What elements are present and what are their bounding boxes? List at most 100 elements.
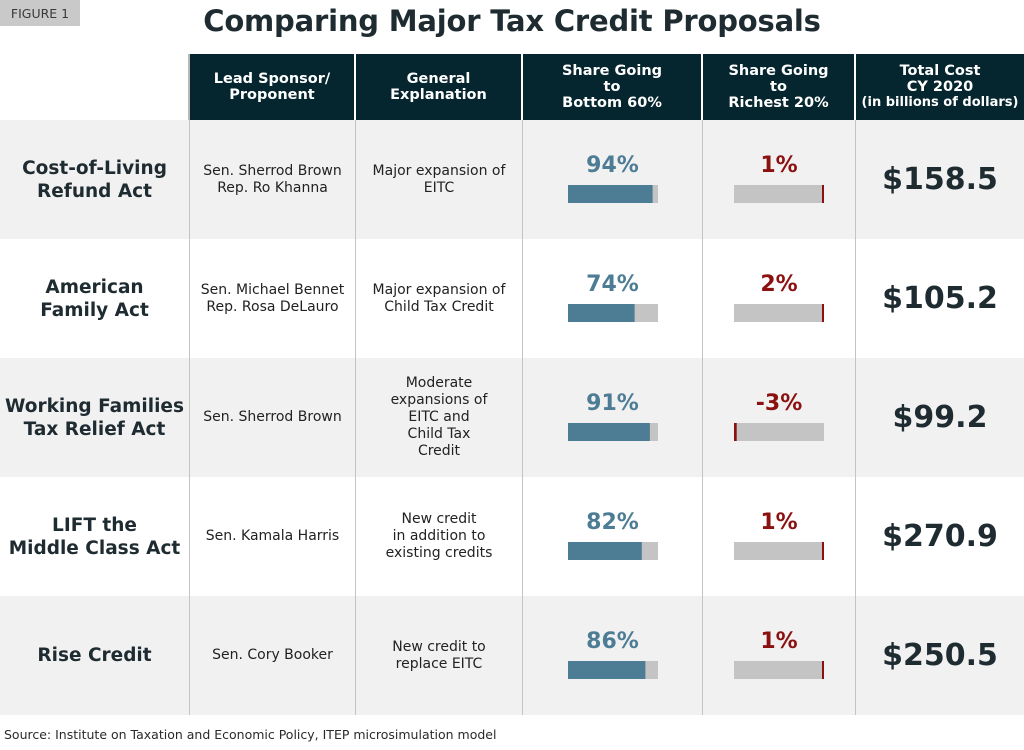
rich-bar (734, 661, 824, 679)
text-line: EITC and (408, 409, 470, 425)
bottom-60-value: 91% (586, 391, 639, 416)
bottom-60-cell: 74% (523, 239, 703, 358)
text-line: American (45, 276, 144, 298)
bottom-bar (567, 661, 658, 679)
bottom-bar-fill (567, 542, 642, 560)
text-line: Major expansion of (372, 162, 506, 179)
text-line: Moderate (405, 375, 473, 391)
header-richest-20: Share Going to Richest 20% (703, 54, 856, 120)
total-cost-cell: $158.5 (856, 120, 1024, 239)
explanation-cell: New credit in addition to existing credits (356, 477, 523, 596)
proposals-table: Lead Sponsor/ Proponent General Explanat… (0, 54, 1024, 715)
rich-bar (734, 542, 824, 560)
bottom-60-value: 74% (586, 272, 639, 297)
rich-bar-track (734, 661, 824, 679)
text-line: Working Families (5, 395, 184, 417)
sponsor-cell: Sen. Michael Bennet Rep. Rosa DeLauro (190, 239, 356, 358)
explanation-cell: New credit to replace EITC (356, 596, 523, 715)
text-line: existing credits (385, 545, 493, 561)
richest-20-cell: -3% (703, 358, 856, 477)
richest-20-cell: 1% (703, 596, 856, 715)
proposal-name: Rise Credit (33, 644, 155, 667)
bottom-bar (567, 542, 658, 560)
header-bottom-60: Share Going to Bottom 60% (523, 54, 703, 120)
sponsor-text: Sen. Cory Booker (204, 647, 341, 664)
bottom-60-cell: 91% (523, 358, 703, 477)
figure-label: FIGURE 1 (0, 0, 80, 26)
header-explanation: General Explanation (356, 54, 523, 120)
sponsor-text: Sen. Kamala Harris (198, 528, 347, 545)
bottom-bar-fill (567, 423, 650, 441)
text-line: in addition to (392, 528, 486, 544)
text-line: New credit (401, 511, 477, 527)
text-line: Refund Act (37, 180, 152, 202)
sponsor-cell: Sen. Sherrod Brown (190, 358, 356, 477)
sponsor-cell: Sen. Sherrod Brown Rep. Ro Khanna (190, 120, 356, 239)
total-cost-cell: $270.9 (856, 477, 1024, 596)
rich-bar-track (734, 542, 824, 560)
text-line: Cost-of-Living (22, 157, 167, 179)
richest-20-value: 2% (760, 272, 798, 297)
total-cost-cell: $99.2 (856, 358, 1024, 477)
text-line: Credit (417, 443, 461, 459)
total-cost-value: $270.9 (882, 519, 998, 554)
rich-bar (734, 423, 824, 441)
rich-bar-fill (734, 423, 737, 441)
bottom-bar (567, 423, 658, 441)
proposal-name: Cost-of-Living Refund Act (18, 157, 171, 203)
total-cost-value: $250.5 (882, 638, 998, 673)
explanation-text: Major expansion of Child Tax Credit (365, 282, 514, 316)
rich-bar-fill (822, 661, 824, 679)
explanation-text: Major expansion of EITC (365, 163, 514, 197)
text-line: Family Act (40, 299, 149, 321)
total-cost-value: $158.5 (882, 162, 998, 197)
explanation-cell: Moderate expansions of EITC and Child Tax Cr… (356, 358, 523, 477)
richest-20-cell: 2% (703, 239, 856, 358)
text-line: replace EITC (395, 655, 483, 672)
total-cost-value: $105.2 (882, 281, 998, 316)
bottom-60-cell: 82% (523, 477, 703, 596)
text-line: Sen. Kamala Harris (205, 528, 340, 544)
text-line: New credit to (392, 638, 486, 655)
text-line: Sen. Michael Bennet (200, 281, 345, 298)
rich-bar-fill (822, 542, 824, 560)
text-line: Rise Credit (37, 645, 152, 666)
explanation-text: Moderate expansions of EITC and Child Tax Cr… (383, 375, 496, 460)
total-cost-cell: $250.5 (856, 596, 1024, 715)
richest-20-value: 1% (760, 153, 798, 178)
proposal-name-cell: Cost-of-Living Refund Act (0, 120, 190, 239)
richest-20-value: -3% (755, 391, 803, 416)
text-line: Sen. Sherrod Brown (203, 162, 342, 179)
header-sponsor: Lead Sponsor/ Proponent (190, 54, 356, 120)
sponsor-text: Sen. Sherrod Brown Rep. Ro Khanna (195, 163, 349, 197)
proposal-name: Working Families Tax Relief Act (1, 395, 188, 441)
explanation-text: New credit to replace EITC (384, 639, 494, 673)
explanation-cell: Major expansion of Child Tax Credit (356, 239, 523, 358)
text-line: Rep. Rosa DeLauro (206, 298, 339, 315)
text-line: Major expansion of (372, 281, 506, 298)
bottom-bar-fill (567, 185, 653, 203)
sponsor-text: Sen. Sherrod Brown (195, 409, 349, 426)
header-total-cost: Total Cost CY 2020 (in billions of dolla… (856, 54, 1024, 120)
explanation-cell: Major expansion of EITC (356, 120, 523, 239)
text-line: Tax Relief Act (23, 418, 166, 440)
proposal-name-cell: Rise Credit (0, 596, 190, 715)
rich-bar (734, 185, 824, 203)
rich-bar-track (734, 423, 824, 441)
rich-bar (734, 304, 824, 322)
text-line: Sen. Cory Booker (212, 647, 333, 663)
bottom-bar-fill (567, 661, 645, 679)
text-line: Middle Class Act (8, 537, 181, 559)
text-line: Child Tax Credit (384, 298, 494, 315)
bottom-bar (567, 185, 658, 203)
total-cost-cell: $105.2 (856, 239, 1024, 358)
rich-bar-track (734, 185, 824, 203)
bottom-bar-fill (567, 304, 635, 322)
proposal-name-cell: American Family Act (0, 239, 190, 358)
text-line: Rep. Ro Khanna (217, 179, 328, 196)
bottom-60-value: 82% (586, 510, 639, 535)
bottom-60-value: 86% (586, 629, 639, 654)
text-line: EITC (423, 179, 455, 196)
richest-20-value: 1% (760, 629, 798, 654)
text-line: expansions of (390, 392, 488, 408)
